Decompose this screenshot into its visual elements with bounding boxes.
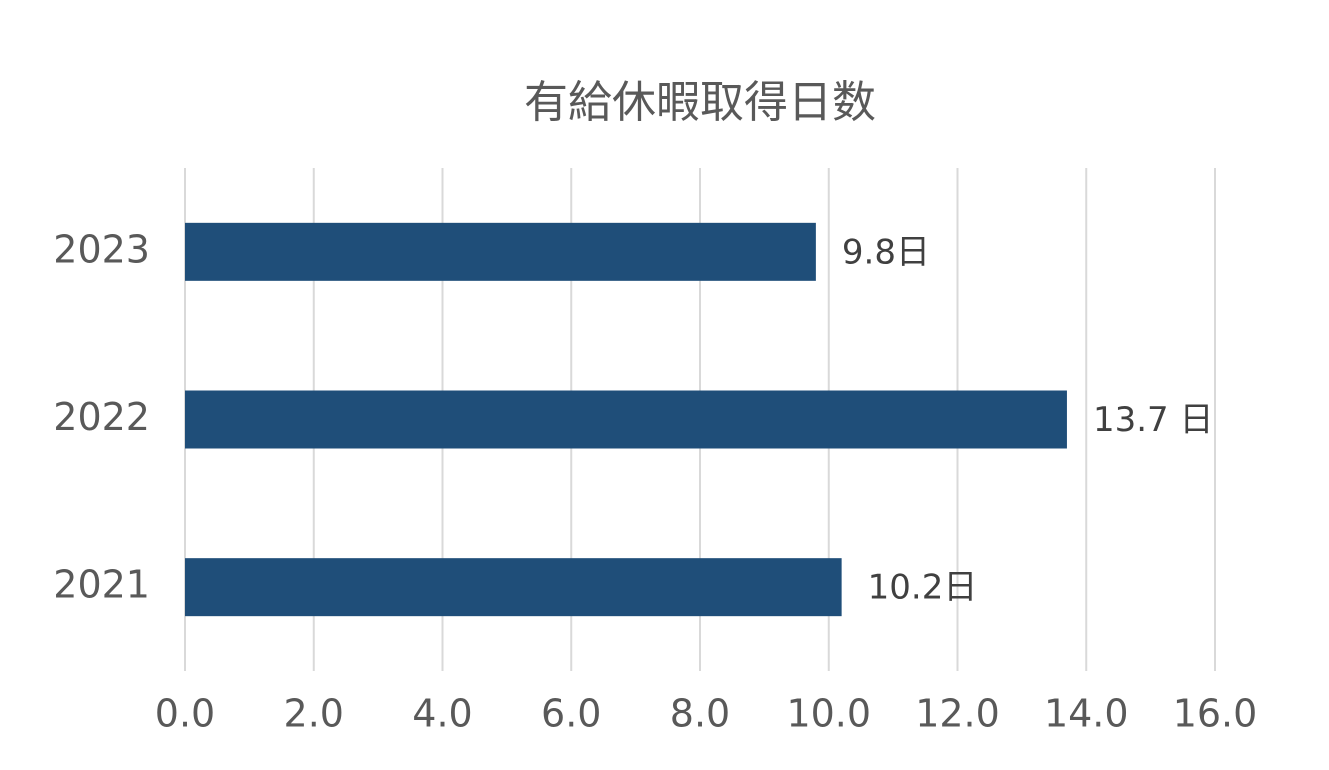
value-label: 9.8日 bbox=[842, 232, 930, 272]
x-tick-label: 16.0 bbox=[1173, 692, 1258, 736]
bar bbox=[185, 558, 842, 617]
value-label: 10.2日 bbox=[868, 568, 978, 608]
y-tick-label: 2022 bbox=[53, 395, 150, 439]
y-tick-label: 2021 bbox=[53, 563, 150, 607]
x-tick-label: 4.0 bbox=[412, 692, 472, 736]
value-label: 13.7 日 bbox=[1093, 400, 1214, 440]
x-tick-label: 0.0 bbox=[155, 692, 215, 736]
x-tick-label: 14.0 bbox=[1044, 692, 1129, 736]
bar bbox=[185, 390, 1067, 449]
x-tick-label: 12.0 bbox=[915, 692, 1000, 736]
x-tick-label: 10.0 bbox=[786, 692, 871, 736]
x-tick-label: 6.0 bbox=[541, 692, 601, 736]
chart-title: 有給休暇取得日数 bbox=[524, 77, 876, 128]
x-tick-label: 8.0 bbox=[670, 692, 730, 736]
y-tick-label: 2023 bbox=[53, 227, 150, 271]
x-tick-label: 2.0 bbox=[284, 692, 344, 736]
bar bbox=[185, 222, 816, 281]
